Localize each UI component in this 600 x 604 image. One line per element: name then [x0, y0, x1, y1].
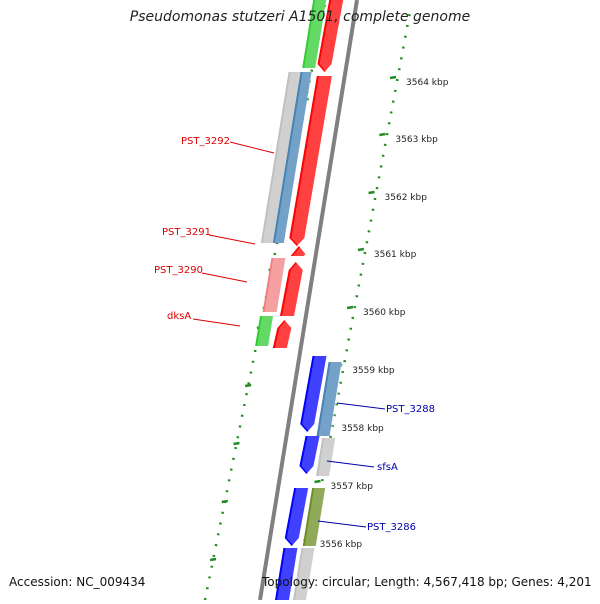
gene-label: sfsA: [377, 462, 398, 473]
gene-pst3291: [290, 246, 306, 256]
ruler-inner-tick: [209, 557, 217, 562]
ruler-tick-label: 3562 kbp: [385, 193, 428, 203]
gene-pst3286-olive-highlight: [304, 488, 328, 546]
gene-red-top-highlight: [319, 0, 346, 72]
gene-label-layer: PST_3292 PST_3291 PST_3290 dksA PST_3288 sfsA…: [154, 136, 435, 533]
gene-leader-line: [336, 402, 386, 410]
gene-pst3292-highlight: [291, 76, 334, 246]
ruler-tick-label: 3561 kbp: [374, 250, 417, 260]
gene-red-top: [317, 0, 344, 72]
gene-sfsa-highlight: [301, 436, 322, 474]
gene-sfsa: [299, 436, 320, 474]
gene-dksa-red: [272, 320, 292, 348]
ruler-tick-label: 3559 kbp: [352, 366, 395, 376]
ruler-tick: [314, 479, 321, 484]
gene-pst3286: [284, 488, 309, 546]
ruler-tick-label: 3557 kbp: [331, 482, 374, 492]
feature-layer: [255, 0, 346, 600]
gene-steelblue-upper: [272, 72, 312, 243]
gene-pst3288-steel-highlight: [318, 362, 344, 436]
gene-label: PST_3290: [154, 265, 203, 276]
ruler-inner-tick: [221, 499, 228, 504]
gene-pst3290-highlight: [264, 258, 288, 312]
ruler-tick-label: 3560 kbp: [363, 308, 406, 318]
backbone-layer: [258, 0, 359, 601]
gene-pst3286-highlight: [286, 488, 311, 546]
gene-pst3290-red: [280, 262, 303, 316]
gene-blue-bottom: [275, 548, 298, 600]
gene-blue-bottom-highlight: [277, 548, 300, 600]
gene-pst3288-highlight: [302, 356, 329, 432]
gene-green-top: [302, 0, 327, 68]
gene-leader-line: [201, 272, 248, 283]
map-title: Pseudomonas stutzeri A1501, complete gen…: [129, 9, 471, 25]
ruler-tick: [379, 132, 386, 137]
gene-leader-line: [208, 234, 256, 245]
tick-label-layer: 3564 kbp 3563 kbp 3562 kbp 3561 kbp 3560 kbp…: [320, 78, 449, 550]
gene-label: PST_3291: [162, 227, 211, 238]
gene-sfsa-silver-highlight: [318, 438, 338, 476]
gene-dksa-highlight: [257, 316, 276, 346]
ruler-inner-tick: [233, 441, 240, 446]
gene-dksa: [255, 316, 274, 346]
ruler-tick-label: 3564 kbp: [406, 78, 449, 88]
gene-silver-bottom-highlight: [295, 548, 317, 600]
topology-summary: Topology: circular; Length: 4,567,418 bp…: [262, 575, 592, 589]
ruler-tick-label: 3558 kbp: [341, 424, 384, 434]
ruler-tick: [346, 305, 354, 310]
gene-dksa-red-highlight: [274, 320, 294, 348]
gene-label: dksA: [167, 311, 191, 322]
backbone-line: [258, 0, 359, 601]
gene-leader-line: [192, 318, 241, 327]
ruler-tick: [368, 190, 375, 195]
gene-pst3291-highlight: [292, 246, 308, 256]
ruler-inner-tick: [244, 383, 252, 388]
gene-green-top-highlight: [304, 0, 329, 68]
ruler-tick-label: 3563 kbp: [395, 135, 438, 145]
gene-label: PST_3292: [181, 136, 230, 147]
ruler-tick: [357, 247, 365, 252]
ruler-tick: [389, 75, 397, 80]
gene-silver-upper-highlight: [262, 72, 303, 243]
gene-leader-line: [317, 520, 367, 528]
gene-pst3290-red-highlight: [282, 262, 305, 316]
gene-pst3290: [262, 258, 286, 312]
gene-silver-upper: [260, 72, 301, 243]
gene-pst3286-olive: [302, 488, 326, 546]
ruler-tick-label: 3556 kbp: [320, 540, 363, 550]
gene-pst3288-steel: [316, 362, 342, 436]
gene-leader-line: [229, 141, 275, 154]
gene-silver-bottom: [293, 548, 315, 600]
gene-steelblue-upper-highlight: [274, 72, 314, 243]
gene-pst3288: [300, 356, 327, 432]
gene-label: PST_3288: [386, 404, 435, 415]
gene-leader-line: [326, 460, 375, 468]
gene-sfsa-silver: [316, 438, 336, 476]
gene-label: PST_3286: [367, 522, 416, 533]
gene-pst3292: [289, 76, 332, 246]
accession-label: Accession: NC_009434: [9, 575, 146, 589]
